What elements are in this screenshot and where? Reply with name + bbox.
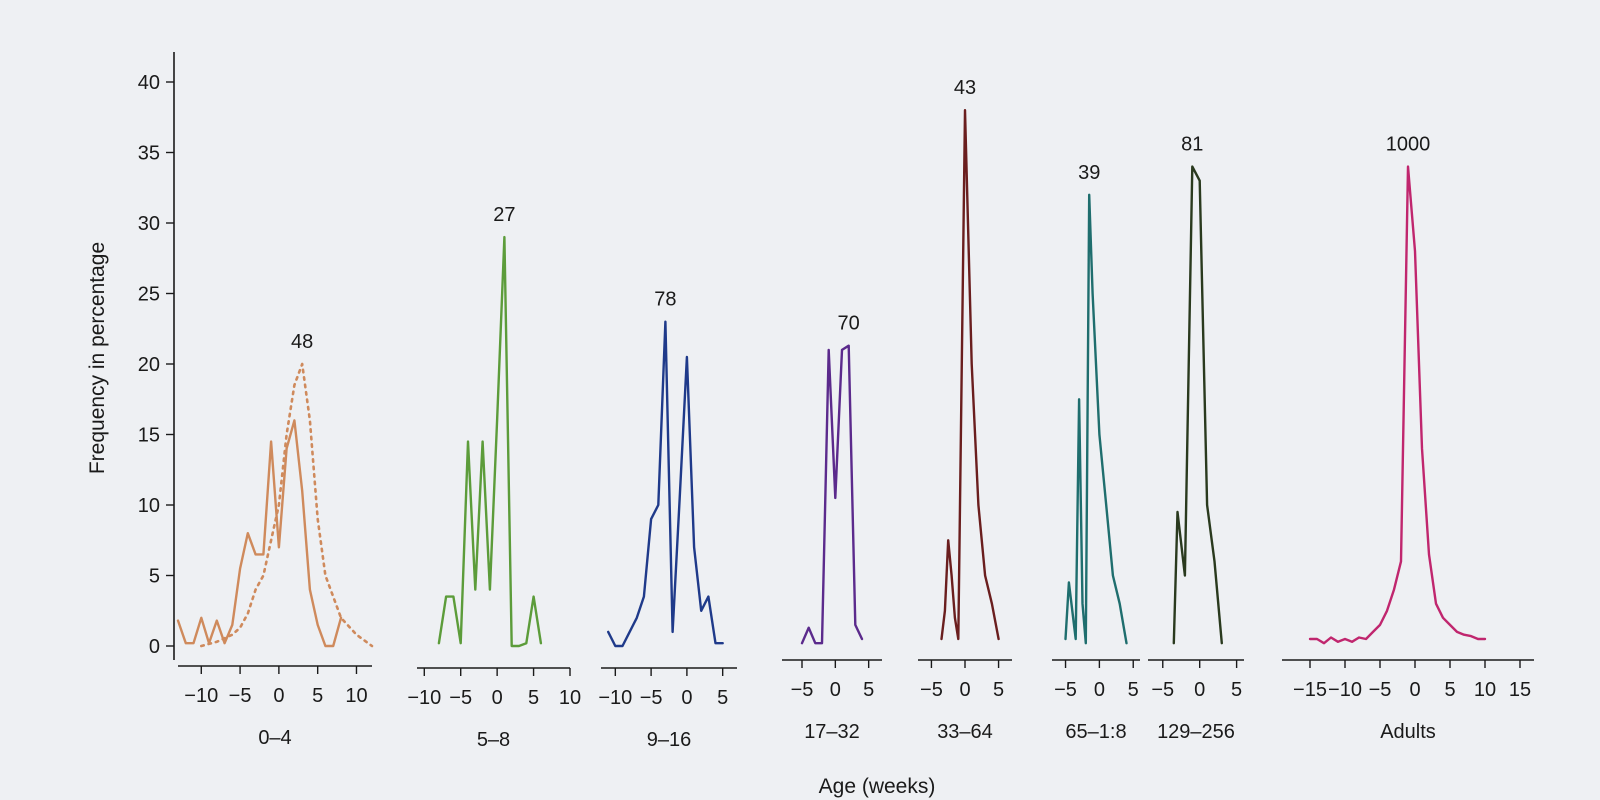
y-tick-label: 0: [149, 636, 160, 658]
panel-label: 5–8: [477, 729, 510, 751]
x-tick-label: 0: [959, 679, 970, 701]
y-tick-label: 30: [138, 213, 160, 235]
panel-8: −15 −10 −5 0 5 10 15 Adults 1000: [1282, 134, 1534, 743]
x-tick-label: 5: [863, 679, 874, 701]
x-tick-label: 15: [1509, 679, 1531, 701]
y-tick-label: 25: [138, 284, 160, 306]
x-tick-label: −5: [791, 679, 814, 701]
panel-7: −5 0 5 129–256 81: [1148, 134, 1244, 743]
panel-label: 33–64: [937, 721, 993, 743]
series-line-solid: [176, 419, 343, 648]
x-tick-label: −10: [1328, 679, 1362, 701]
panel-4: −5 0 517–32 70: [782, 313, 882, 743]
x-tick-label: −5: [229, 685, 252, 707]
x-tick-label: −10: [407, 687, 441, 709]
panel-label: 9–16: [647, 729, 692, 751]
sample-count-label: 39: [1078, 162, 1100, 184]
panel-5: −5 0 533–64 43: [918, 77, 1012, 743]
y-tick-label: 35: [138, 143, 160, 165]
x-tick-label: 0: [830, 679, 841, 701]
x-tick-label: −10: [598, 687, 632, 709]
x-tick-label: −5: [449, 687, 472, 709]
x-tick-label: 5: [717, 687, 728, 709]
sample-count-label: 78: [654, 289, 676, 311]
x-tick-label: −15: [1293, 679, 1327, 701]
x-tick-label: 5: [993, 679, 1004, 701]
panel-label: 0–4: [258, 727, 291, 749]
x-tick-label: 0: [492, 687, 503, 709]
x-tick-label: 0: [1094, 679, 1105, 701]
y-tick-label: 10: [138, 495, 160, 517]
x-tick-label: −5: [1054, 679, 1077, 701]
sample-count-label: 43: [954, 77, 976, 99]
panel-6: −5 0 565–1:8 39: [1052, 162, 1140, 743]
sample-count-label: 1000: [1386, 134, 1431, 156]
panel-3: −10 −5 0 5 9–16 78: [598, 289, 737, 751]
series-line-solid: [1308, 165, 1487, 645]
x-tick-label: 0: [1409, 679, 1420, 701]
panels: −10 −5 0 5 100–448−10 −5 0 5 105–827−10 −5 0 59–167…: [176, 77, 1534, 751]
x-tick-label: 5: [1231, 679, 1242, 701]
x-tick-label: 0: [681, 687, 692, 709]
x-tick-label: 0: [1194, 679, 1205, 701]
panel-2: −10 −5 0 5 10 5–8 27: [407, 204, 581, 751]
sample-count-label: 70: [838, 313, 860, 335]
x-tick-label: 10: [1474, 679, 1496, 701]
series-line-solid: [437, 235, 543, 648]
y-tick-label: 20: [138, 354, 160, 376]
series-line-solid: [1064, 193, 1128, 645]
x-tick-label: 5: [528, 687, 539, 709]
sample-count-label: 27: [493, 204, 515, 226]
sample-count-label: 48: [291, 331, 313, 353]
x-tick-label: 5: [1128, 679, 1139, 701]
panel-label: 129–256: [1157, 721, 1235, 743]
panel-label: 65–1:8: [1065, 721, 1126, 743]
panel-label: Adults: [1380, 721, 1436, 743]
y-tick-label: 15: [138, 425, 160, 447]
x-tick-label: −5: [920, 679, 943, 701]
x-tick-label: −5: [1151, 679, 1174, 701]
y-tick-label: 40: [138, 72, 160, 94]
x-tick-label: 5: [1444, 679, 1455, 701]
panel-label: 17–32: [804, 721, 860, 743]
x-axis-label: Age (weeks): [819, 775, 936, 798]
series-line-solid: [800, 344, 864, 645]
series-line-dotted: [200, 362, 374, 648]
x-tick-label: 0: [273, 685, 284, 707]
x-tick-label: −5: [1369, 679, 1392, 701]
x-tick-label: 10: [345, 685, 367, 707]
x-tick-label: 5: [312, 685, 323, 707]
x-tick-label: −5: [640, 687, 663, 709]
sample-count-label: 81: [1181, 134, 1203, 156]
x-tick-label: −10: [184, 685, 218, 707]
x-tick-label: 10: [559, 687, 581, 709]
series-line-solid: [607, 320, 724, 648]
y-axis: 0 5 10 15 20 25 30 35 40: [138, 52, 175, 660]
y-tick-label: 5: [149, 566, 160, 588]
series-line-solid: [940, 108, 1000, 641]
panel-1: −10 −5 0 5 10 0–4 48: [176, 331, 374, 749]
y-axis-label: Frequency in percentage: [86, 242, 109, 474]
series-line-solid: [1172, 165, 1224, 645]
